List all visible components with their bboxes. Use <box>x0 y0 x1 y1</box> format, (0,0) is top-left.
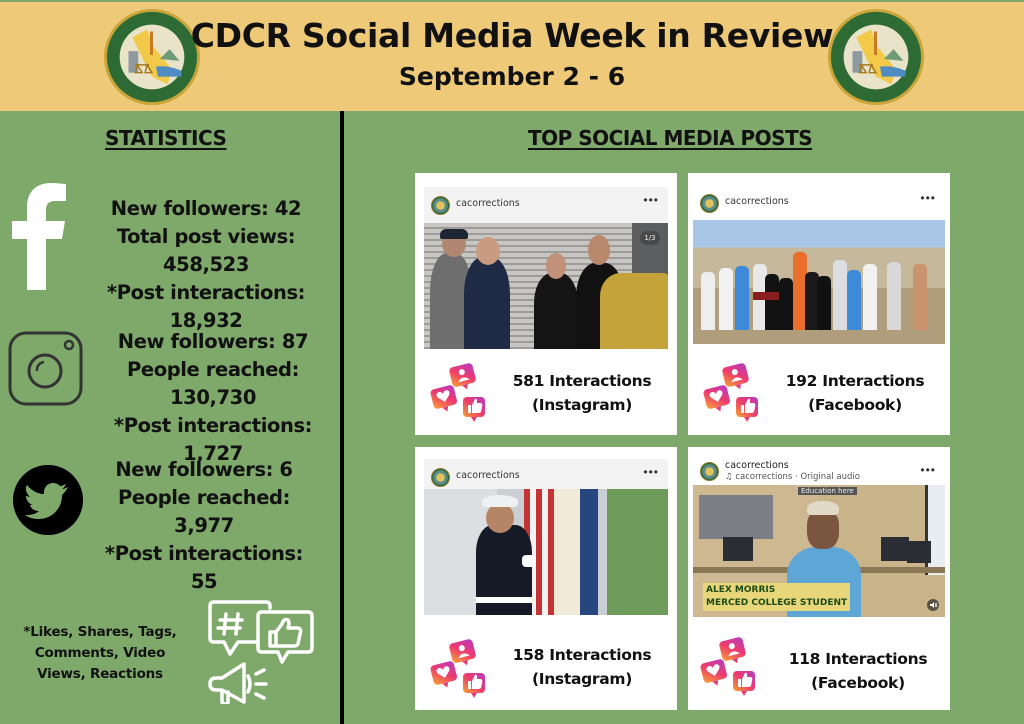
carousel-pager: 1/3 <box>640 231 660 245</box>
page-subtitle: September 2 - 6 <box>398 62 626 91</box>
facebook-stats: New followers: 42 Total post views: 458,… <box>74 195 338 335</box>
post-username[interactable]: cacorrections <box>725 460 789 471</box>
instagram-post-interactions: *Post interactions: 1,727 <box>113 414 313 465</box>
cdcr-seal-icon <box>827 8 925 106</box>
facebook-icon <box>12 183 66 290</box>
twitter-post-interactions: *Post interactions: 55 <box>104 542 304 593</box>
interactions-platform: (Facebook) <box>811 674 905 692</box>
cdcr-seal-icon <box>103 8 201 106</box>
instagram-people-reached: People reached: 130,730 <box>127 358 299 409</box>
post-interactions: 192 Interactions (Facebook) <box>766 369 944 417</box>
post-header: cacorrections ♫ cacorrections · Original… <box>693 455 945 489</box>
video-caption: ALEX MORRIS MERCED COLLEGE STUDENT <box>703 583 851 611</box>
interactions-count: 581 Interactions <box>512 372 652 390</box>
post-header: cacorrections ••• <box>693 185 945 219</box>
interactions-count: 118 Interactions <box>788 650 928 668</box>
video-overlay-tag: Education here <box>798 487 857 495</box>
interactions-platform: (Instagram) <box>531 670 633 688</box>
social-engagement-icon <box>208 600 314 704</box>
column-divider <box>340 111 344 724</box>
instagram-new-followers: New followers: 87 <box>117 330 309 353</box>
footnote-line: *Likes, Shares, Tags, <box>23 624 177 640</box>
post-card[interactable]: cacorrections ••• 1/3 581 Interactions (… <box>415 173 677 435</box>
post-image[interactable] <box>693 220 945 344</box>
instagram-stats: New followers: 87 People reached: 130,73… <box>86 328 340 468</box>
statistics-heading: STATISTICS <box>105 126 227 150</box>
interactions-footnote: *Likes, Shares, Tags, Comments, Video Vi… <box>15 622 185 685</box>
post-interactions: 581 Interactions (Instagram) <box>493 369 671 417</box>
reactions-icon <box>703 363 758 422</box>
facebook-new-followers: New followers: 42 <box>110 197 302 220</box>
reactions-icon <box>700 637 755 696</box>
post-image[interactable]: 1/3 <box>424 223 668 349</box>
footnote-line: Views, Reactions <box>37 666 163 682</box>
instagram-icon <box>8 331 83 406</box>
post-audio-subline[interactable]: ♫ cacorrections · Original audio <box>725 472 860 482</box>
post-image[interactable]: Education here ALEX MORRIS MERCED COLLEG… <box>693 485 945 617</box>
twitter-new-followers: New followers: 6 <box>115 458 293 481</box>
post-username[interactable]: cacorrections <box>725 196 789 207</box>
avatar[interactable] <box>700 462 719 481</box>
post-card[interactable]: cacorrections ♫ cacorrections · Original… <box>688 447 950 710</box>
interactions-count: 192 Interactions <box>785 372 925 390</box>
facebook-post-views: Total post views: 458,523 <box>116 225 296 276</box>
posts-heading: TOP SOCIAL MEDIA POSTS <box>528 126 813 150</box>
interactions-platform: (Instagram) <box>531 396 633 414</box>
more-options-icon[interactable]: ••• <box>643 193 659 207</box>
post-card[interactable]: cacorrections ••• 192 Interactions (Face… <box>688 173 950 435</box>
avatar[interactable] <box>431 196 450 215</box>
twitter-stats: New followers: 6 People reached: 3,977 *… <box>92 456 316 596</box>
caption-name: ALEX MORRIS <box>706 585 776 595</box>
footnote-line: Comments, Video <box>34 645 166 661</box>
caption-role: MERCED COLLEGE STUDENT <box>706 598 848 608</box>
more-options-icon[interactable]: ••• <box>920 463 936 477</box>
facebook-post-interactions: *Post interactions: 18,932 <box>106 281 306 332</box>
post-image[interactable] <box>424 489 668 615</box>
interactions-platform: (Facebook) <box>808 396 902 414</box>
avatar[interactable] <box>700 194 719 213</box>
twitter-people-reached: People reached: 3,977 <box>118 486 290 537</box>
avatar[interactable] <box>431 468 450 487</box>
more-options-icon[interactable]: ••• <box>643 465 659 479</box>
more-options-icon[interactable]: ••• <box>920 191 936 205</box>
page-title: CDCR Social Media Week in Review <box>190 16 834 55</box>
post-interactions: 158 Interactions (Instagram) <box>493 643 671 691</box>
header-banner: CDCR Social Media Week in Review Septemb… <box>0 0 1024 111</box>
post-interactions: 118 Interactions (Facebook) <box>772 647 944 695</box>
post-username[interactable]: cacorrections <box>456 198 520 209</box>
reactions-icon <box>430 639 485 698</box>
post-header: cacorrections ••• <box>424 187 668 223</box>
twitter-icon <box>13 465 83 535</box>
post-username[interactable]: cacorrections <box>456 470 520 481</box>
reactions-icon <box>430 363 485 422</box>
interactions-count: 158 Interactions <box>512 646 652 664</box>
mute-icon[interactable] <box>927 599 939 611</box>
post-card[interactable]: cacorrections ••• 158 Interactions (Inst… <box>415 447 677 710</box>
